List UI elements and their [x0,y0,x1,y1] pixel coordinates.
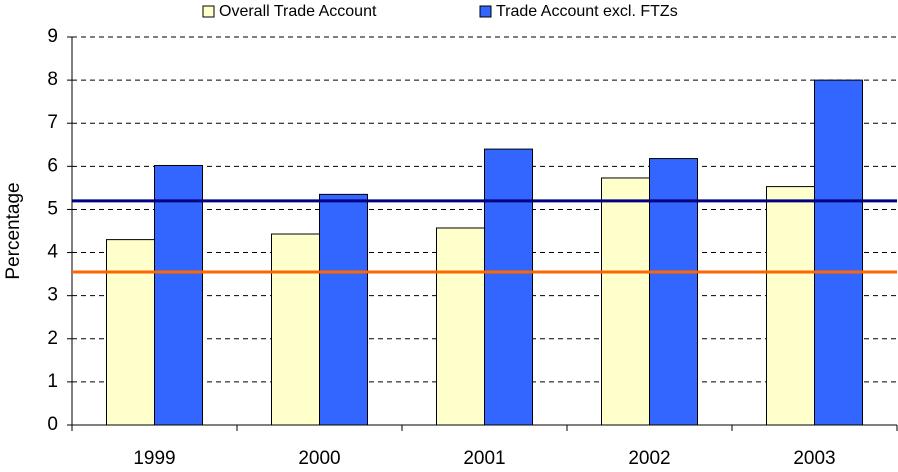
x-tick-label: 2001 [463,448,505,469]
y-tick-label: 4 [47,242,58,263]
bar [601,177,650,426]
legend-swatch [202,5,215,18]
x-tick-label: 1999 [133,448,175,469]
bar [766,186,815,426]
bar [154,164,203,426]
y-axis-label: Percentage [3,182,24,279]
y-tick-label: 3 [47,285,58,306]
bar [484,148,533,426]
bar [649,158,698,426]
legend-text: Trade Account excl. FTZs [496,3,678,20]
y-tick-label: 9 [47,26,58,47]
bar [436,227,485,426]
x-tick-label: 2002 [628,448,670,469]
y-tick-label: 5 [47,198,58,219]
x-tick-label: 2003 [793,448,835,469]
legend-text: Overall Trade Account [219,3,377,20]
y-tick-label: 8 [47,69,58,90]
bar [106,239,155,426]
bar [271,233,320,426]
bar [319,193,368,426]
y-tick-label: 2 [47,328,58,349]
y-tick-label: 6 [47,155,58,176]
x-tick-label: 2000 [298,448,340,469]
bar [814,79,863,426]
y-tick-label: 0 [47,414,58,435]
y-tick-label: 1 [47,371,58,392]
y-tick-label: 7 [47,112,58,133]
legend-swatch [479,5,492,18]
